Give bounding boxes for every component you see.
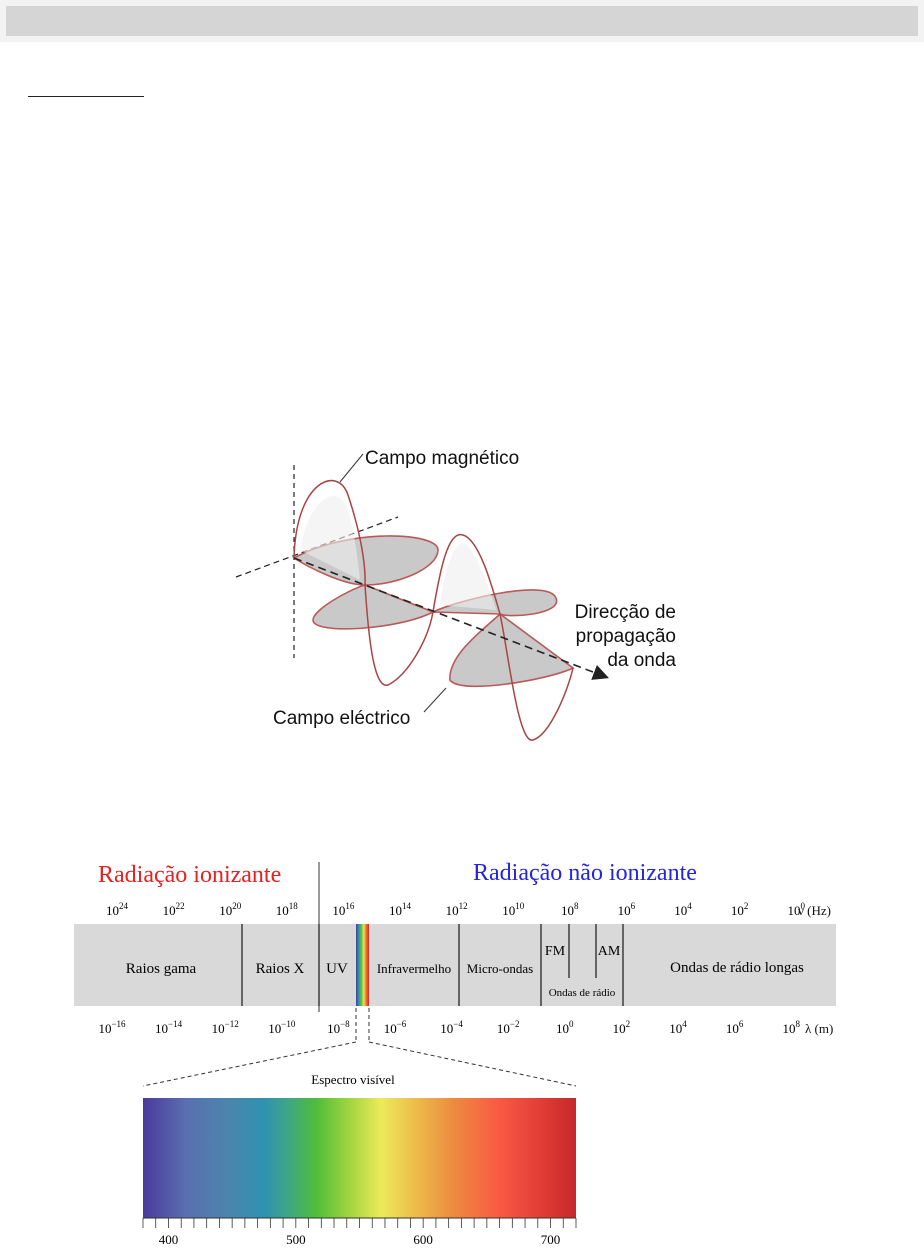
frequency-tick-label: 1018 (276, 901, 299, 918)
wavelength-tick-label: 108 (782, 1019, 800, 1036)
direction-label-line1: Direcção de (575, 602, 676, 623)
frequency-tick-label: 100 (787, 901, 805, 918)
header-bar (0, 0, 924, 42)
magnetic-leader-line (339, 453, 364, 483)
visible-ruler-label: 600 (413, 1232, 433, 1247)
frequency-tick-label: 108 (561, 901, 579, 918)
underline-rule (28, 96, 144, 97)
region-long-radio: Ondas de rádio longas (670, 960, 804, 976)
wavelength-tick-label: 10−12 (212, 1019, 239, 1036)
frequency-tick-label: 1016 (332, 901, 355, 918)
wavelength-tick-label: 10−4 (440, 1019, 463, 1036)
region-infrared: Infravermelho (377, 961, 451, 976)
wavelength-tick-label: 102 (613, 1019, 631, 1036)
frequency-tick-label: 1020 (219, 901, 242, 918)
ionizing-heading: Radiação ionizante (98, 862, 281, 888)
zoom-lines (142, 1008, 577, 1087)
frequency-unit: ν (Hz) (798, 903, 831, 918)
wavelength-tick-label: 10−14 (155, 1019, 183, 1036)
wavelength-scale: 10−16 10−14 10−12 10−10 10−8 10−6 10−4 10−2 100 1… (98, 1019, 800, 1036)
visible-ruler-label: 400 (159, 1232, 179, 1247)
frequency-tick-label: 106 (618, 901, 636, 918)
propagation-arrow (293, 557, 609, 680)
region-uv: UV (326, 961, 348, 977)
region-dividers (241, 924, 624, 1006)
magnetic-field-lobes (293, 479, 574, 741)
region-microwave: Micro-ondas (467, 961, 533, 976)
frequency-tick-label: 1022 (163, 901, 185, 918)
region-fm: FM (545, 944, 566, 959)
spectrum-band (74, 924, 836, 1006)
wavelength-tick-label: 10−10 (268, 1019, 296, 1036)
region-am: AM (598, 944, 621, 959)
wavelength-tick-label: 106 (726, 1019, 744, 1036)
visible-ruler-label: 700 (541, 1232, 561, 1247)
direction-label-line3: da onda (607, 650, 676, 671)
wavelength-unit: λ (m) (805, 1021, 833, 1036)
electromagnetic-wave-figure: Campo magnético Direcção de propagação d… (235, 448, 676, 741)
direction-label-line2: propagação (576, 626, 676, 647)
visible-ruler-label: 500 (286, 1232, 306, 1247)
visible-spectrum-title: Espectro visível (311, 1072, 395, 1087)
visible-wavelength-scale: 400 500 600 700 (142, 1217, 577, 1247)
magnetic-field-label: Campo magnético (365, 448, 519, 469)
wavelength-tick-label: 10−8 (327, 1019, 350, 1036)
electric-leader-line (423, 687, 447, 713)
wavelength-tick-label: 104 (669, 1019, 687, 1036)
wavelength-tick-label: 10−6 (384, 1019, 407, 1036)
frequency-tick-label: 1014 (389, 901, 412, 918)
wavelength-tick-label: 10−2 (497, 1019, 520, 1036)
region-xray: Raios X (256, 961, 305, 977)
frequency-scale: 1024 1022 1020 1018 1016 1014 1012 1010 108 106 10… (106, 901, 805, 918)
region-gamma: Raios gama (126, 961, 197, 977)
visible-spectrum-bar (143, 1098, 576, 1218)
non-ionizing-heading: Radiação não ionizante (473, 860, 697, 886)
horizontal-axis (235, 516, 399, 578)
visible-slice (356, 924, 369, 1006)
wavelength-tick-label: 100 (556, 1019, 574, 1036)
frequency-tick-label: 1024 (106, 901, 129, 918)
frequency-tick-label: 102 (731, 901, 749, 918)
frequency-tick-label: 104 (674, 901, 692, 918)
frequency-tick-label: 1012 (446, 901, 468, 918)
region-radio-waves: Ondas de rádio (549, 987, 616, 999)
electromagnetic-spectrum-figure: Radiação ionizante Radiação não ionizant… (74, 860, 836, 1247)
wave-shading (300, 495, 496, 610)
electric-field-label: Campo eléctrico (273, 708, 410, 729)
frequency-tick-label: 1010 (502, 901, 525, 918)
wavelength-tick-label: 10−16 (98, 1019, 126, 1036)
header-bar-fill (6, 6, 918, 36)
